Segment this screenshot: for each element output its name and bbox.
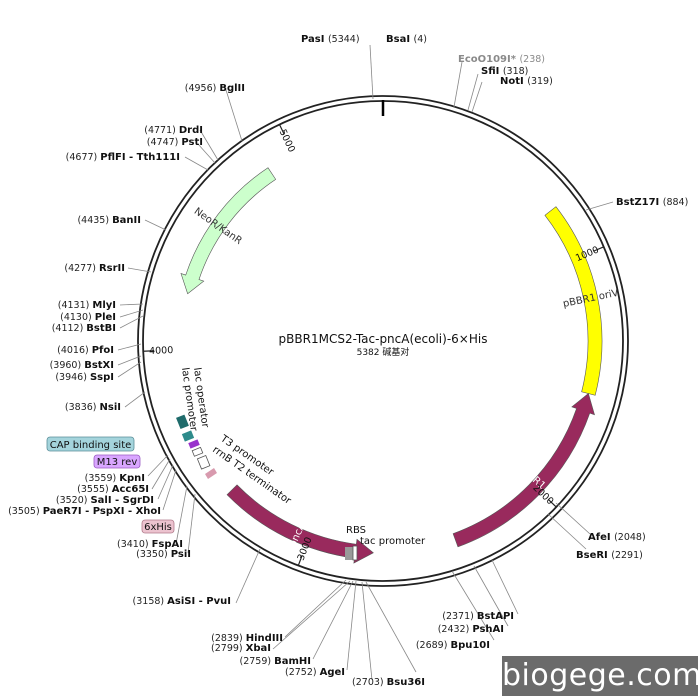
rbs-label: RBS — [346, 525, 366, 536]
site-label-pshai: (2432) PshAI — [438, 624, 504, 635]
site-label-sali-sgrdi: (3520) SalI - SgrDI — [56, 495, 154, 506]
site-label-bsu36i: (2703) Bsu36I — [352, 677, 425, 688]
site-label-psti: (4747) PstI — [147, 137, 203, 148]
site-label-bstxi: (3960) BstXI — [50, 360, 114, 371]
site-label-bpu10i: (2689) Bpu10I — [416, 640, 490, 651]
svg-text:M13 rev: M13 rev — [97, 457, 138, 468]
tick-mark — [547, 499, 557, 508]
site-label-psii: (3350) PsiI — [136, 549, 191, 560]
site-label-bsai: BsaI (4) — [386, 34, 427, 45]
svg-text:6xHis: 6xHis — [144, 522, 172, 533]
site-label-drdi: (4771) DrdI — [144, 125, 203, 136]
plasmid-title: pBBR1MCS2-Tac-pncA(ecoli)-6×His — [279, 332, 488, 346]
tac-promoter-box — [352, 545, 358, 561]
his-tag: 6xHis — [141, 519, 175, 534]
site-label-sfii: SfiI (318) — [481, 66, 528, 77]
site-leaders — [117, 44, 614, 681]
site-label-bstbi: (4112) BstBI — [52, 323, 116, 334]
tick-label: 4000 — [149, 345, 174, 357]
rbs-box — [345, 547, 353, 560]
site-label-bstz17i: BstZ17I (884) — [616, 197, 688, 208]
site-label-pflfi-tth111i: (4677) PflFI - Tth111I — [66, 152, 180, 163]
site-label-bstapi: (2371) BstAPI — [442, 611, 514, 622]
site-label-bseri: BseRI (2291) — [576, 550, 643, 561]
small-elements — [176, 414, 358, 561]
feature-pbbr1-rep — [452, 393, 595, 548]
his-tag-box — [205, 468, 217, 479]
svg-text:CAP binding site: CAP binding site — [50, 440, 132, 451]
site-label-mlyi: (4131) MlyI — [58, 300, 116, 311]
site-label-sspi: (3946) SspI — [55, 372, 114, 383]
site-label-pasi: PasI (5344) — [301, 34, 360, 45]
tick-label: 5000 — [277, 128, 297, 155]
site-label-afei: AfeI (2048) — [588, 532, 646, 543]
watermark: biogege.com — [502, 656, 700, 696]
site-label-asisi-pvui: (3158) AsiSI - PvuI — [133, 596, 231, 607]
site-label-bamhi: (2759) BamHI — [240, 656, 312, 667]
t3-promoter-box — [191, 446, 204, 457]
site-label-banii: (4435) BanII — [77, 215, 141, 226]
cap-site-box — [181, 430, 195, 442]
rrnb-terminator-box — [196, 454, 211, 470]
site-label-kpni: (3559) KpnI — [85, 473, 145, 484]
tick-mark — [593, 246, 604, 252]
site-label-layer: PasI (5344) BsaI (4) EcoO109I* (238)SfiI (… — [8, 34, 688, 688]
site-label-plei: (4130) PleI — [60, 312, 116, 323]
plasmid-size: 5382 碱基对 — [357, 346, 410, 358]
lac-operator-box — [176, 414, 189, 430]
backbone-outer-ring — [137, 95, 629, 587]
cap-binding-site-tag: CAP binding site — [46, 436, 135, 452]
site-label-hindiii: (2839) HindIII — [211, 633, 283, 644]
site-label-nsii: (3836) NsiI — [65, 402, 121, 413]
site-label-agei: (2752) AgeI — [285, 667, 345, 678]
site-label-acc65i: (3555) Acc65I — [77, 484, 149, 495]
site-label-ecoo109i-: EcoO109I* (238) — [458, 54, 545, 65]
tick-mark — [297, 555, 303, 566]
feature-neor-kanr — [180, 167, 277, 295]
tick-mark — [278, 124, 285, 135]
feature-pnca — [226, 484, 374, 564]
m13-rev-box — [188, 439, 200, 449]
site-label-noti: NotI (319) — [500, 76, 553, 87]
tac-promoter-label: tac promoter — [360, 536, 426, 547]
site-label-bglii: (4956) BglII — [185, 83, 245, 94]
site-label-paer7i-pspxi-xhoi: (3505) PaeR7I - PspXI - XhoI — [8, 506, 161, 517]
site-label-xbai: (2799) XbaI — [211, 643, 271, 654]
m13-rev-tag: M13 rev — [93, 454, 141, 469]
site-label-fspai: (3410) FspAI — [117, 539, 183, 550]
site-label-rsrii: (4277) RsrII — [64, 263, 125, 274]
site-label-pfoi: (4016) PfoI — [57, 345, 114, 356]
